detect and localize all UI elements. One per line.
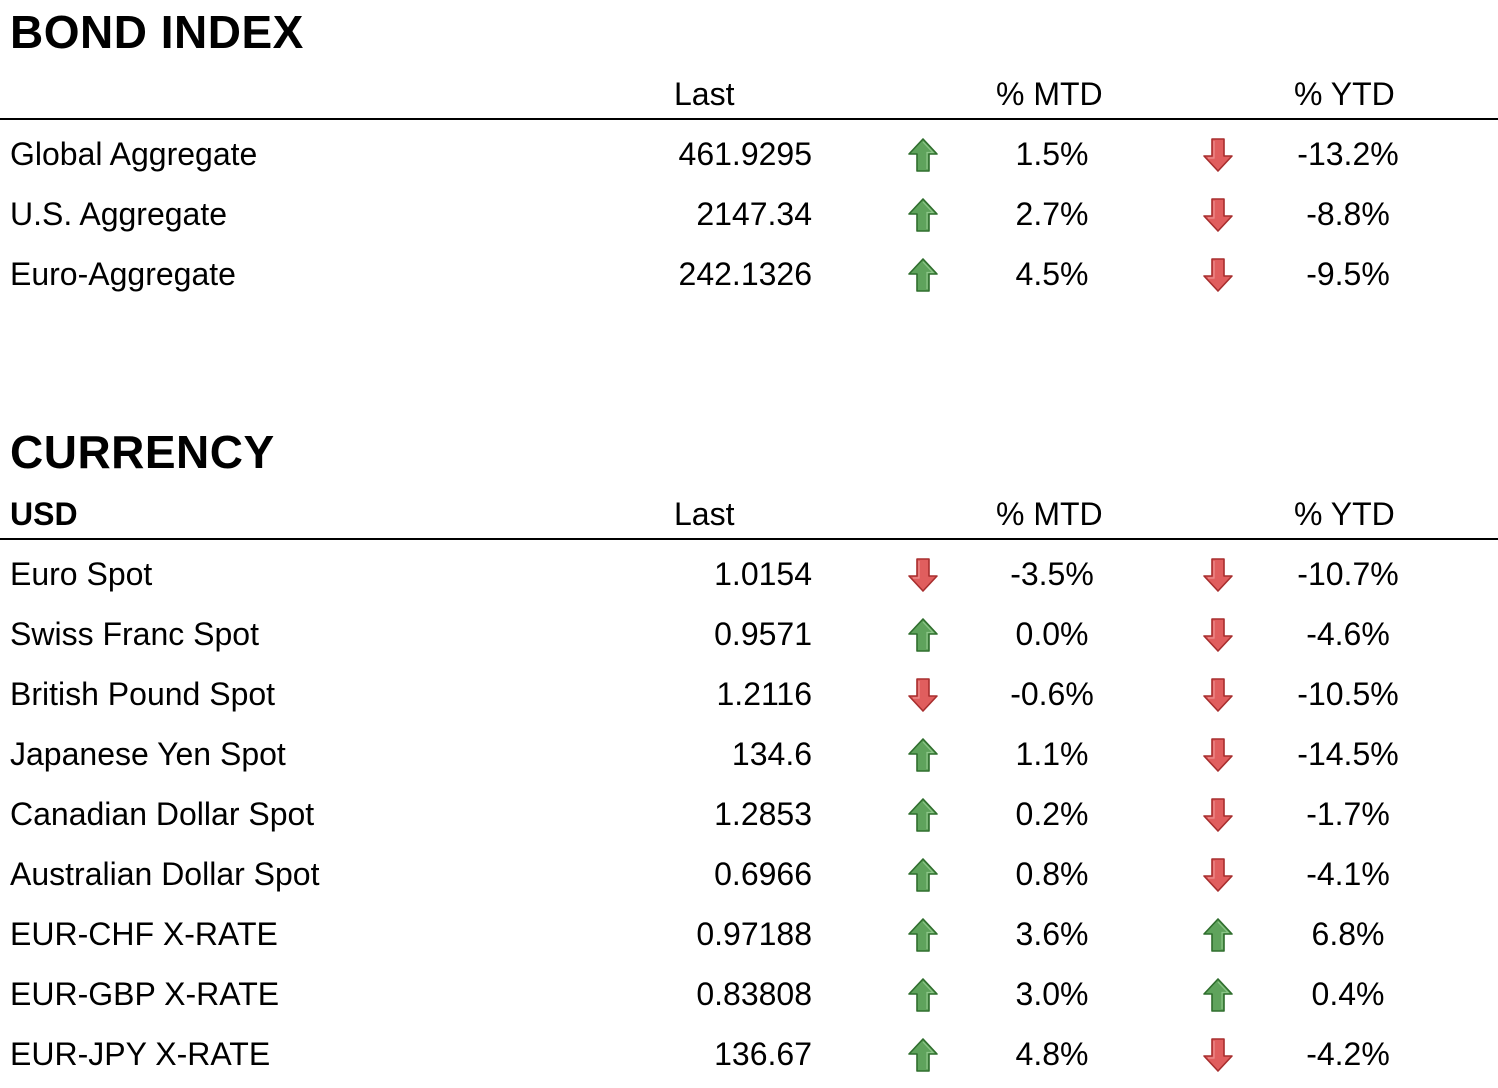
row-name: U.S. Aggregate	[10, 196, 228, 232]
row-ytd-value: -10.7%	[1297, 556, 1399, 592]
down-arrow-icon	[1202, 1037, 1234, 1073]
bond-index-header-ytd: % YTD	[1294, 76, 1395, 112]
up-arrow-icon	[907, 617, 939, 653]
currency-title: CURRENCY	[10, 426, 275, 478]
row-mtd-value: 0.0%	[1015, 616, 1089, 652]
up-arrow-icon	[907, 857, 939, 893]
row-mtd-value: 3.6%	[1015, 916, 1089, 952]
row-name: EUR-GBP X-RATE	[10, 976, 280, 1012]
row-mtd-value: -0.6%	[1010, 676, 1094, 712]
down-arrow-icon	[1202, 857, 1234, 893]
row-name: Swiss Franc Spot	[10, 616, 259, 652]
table-row: Australian Dollar Spot 0.6966 0.8% -4.1%	[0, 844, 1498, 904]
row-name: EUR-CHF X-RATE	[10, 916, 278, 952]
bond-index-header-mtd: % MTD	[996, 76, 1103, 112]
row-ytd-value: -1.7%	[1306, 796, 1390, 832]
down-arrow-icon	[1202, 737, 1234, 773]
row-mtd-value: 4.8%	[1015, 1036, 1089, 1072]
up-arrow-icon	[907, 797, 939, 833]
row-ytd-value: -10.5%	[1297, 676, 1399, 712]
down-arrow-icon	[1202, 557, 1234, 593]
up-arrow-icon	[907, 1037, 939, 1073]
table-row: EUR-JPY X-RATE 136.67 4.8% -4.2%	[0, 1024, 1498, 1084]
row-last-value: 2147.34	[696, 196, 812, 232]
currency-header-row: USD Last % MTD % YTD	[0, 496, 1498, 540]
up-arrow-icon	[907, 197, 939, 233]
row-last-value: 136.67	[714, 1036, 812, 1072]
currency-header-last: Last	[674, 496, 735, 532]
up-arrow-icon	[907, 737, 939, 773]
row-mtd-value: 2.7%	[1015, 196, 1089, 232]
table-row: British Pound Spot 1.2116 -0.6% -10.5%	[0, 664, 1498, 724]
currency-header-ytd: % YTD	[1294, 496, 1395, 532]
table-row: Canadian Dollar Spot 1.2853 0.2% -1.7%	[0, 784, 1498, 844]
row-name: EUR-JPY X-RATE	[10, 1036, 271, 1072]
row-mtd-value: 3.0%	[1015, 976, 1089, 1012]
table-row: EUR-CHF X-RATE 0.97188 3.6% 6.8%	[0, 904, 1498, 964]
table-row: U.S. Aggregate 2147.34 2.7% -8.8%	[0, 184, 1498, 244]
down-arrow-icon	[1202, 137, 1234, 173]
row-ytd-value: -9.5%	[1306, 256, 1390, 292]
row-ytd-value: 6.8%	[1311, 916, 1385, 952]
down-arrow-icon	[907, 677, 939, 713]
up-arrow-icon	[907, 917, 939, 953]
row-last-value: 461.9295	[678, 136, 812, 172]
up-arrow-icon	[1202, 917, 1234, 953]
down-arrow-icon	[907, 557, 939, 593]
row-name: Global Aggregate	[10, 136, 258, 172]
table-row: EUR-GBP X-RATE 0.83808 3.0% 0.4%	[0, 964, 1498, 1024]
row-last-value: 134.6	[731, 736, 812, 772]
row-last-value: 0.6966	[714, 856, 812, 892]
table-row: Japanese Yen Spot 134.6 1.1% -14.5%	[0, 724, 1498, 784]
down-arrow-icon	[1202, 677, 1234, 713]
down-arrow-icon	[1202, 617, 1234, 653]
row-last-value: 242.1326	[678, 256, 812, 292]
row-ytd-value: -8.8%	[1306, 196, 1390, 232]
row-name: British Pound Spot	[10, 676, 276, 712]
table-row: Global Aggregate 461.9295 1.5% -13.2%	[0, 124, 1498, 184]
up-arrow-icon	[907, 257, 939, 293]
row-name: Euro-Aggregate	[10, 256, 236, 292]
table-row: Euro Spot 1.0154 -3.5% -10.7%	[0, 544, 1498, 604]
row-name: Canadian Dollar Spot	[10, 796, 315, 832]
row-last-value: 0.97188	[696, 916, 812, 952]
row-mtd-value: 0.8%	[1015, 856, 1089, 892]
up-arrow-icon	[907, 977, 939, 1013]
row-ytd-value: -14.5%	[1297, 736, 1399, 772]
row-last-value: 1.2116	[716, 676, 813, 712]
row-ytd-value: -4.6%	[1306, 616, 1390, 652]
row-ytd-value: -4.2%	[1306, 1036, 1390, 1072]
row-mtd-value: -3.5%	[1010, 556, 1094, 592]
row-last-value: 1.2853	[714, 796, 812, 832]
row-ytd-value: 0.4%	[1311, 976, 1385, 1012]
table-row: Euro-Aggregate 242.1326 4.5% -9.5%	[0, 244, 1498, 304]
down-arrow-icon	[1202, 797, 1234, 833]
row-mtd-value: 4.5%	[1015, 256, 1089, 292]
table-row: Swiss Franc Spot 0.9571 0.0% -4.6%	[0, 604, 1498, 664]
row-ytd-value: -4.1%	[1306, 856, 1390, 892]
row-ytd-value: -13.2%	[1297, 136, 1399, 172]
bond-index-header-row: Last % MTD % YTD	[0, 76, 1498, 120]
row-name: Australian Dollar Spot	[10, 856, 320, 892]
currency-header-mtd: % MTD	[996, 496, 1103, 532]
row-last-value: 0.9571	[714, 616, 812, 652]
row-mtd-value: 0.2%	[1015, 796, 1089, 832]
bond-index-section: BOND INDEX Last % MTD % YTD Global Aggre…	[0, 0, 1498, 320]
row-last-value: 1.0154	[714, 556, 812, 592]
row-mtd-value: 1.5%	[1015, 136, 1089, 172]
bond-index-header-last: Last	[674, 76, 735, 112]
currency-header-name: USD	[10, 496, 78, 532]
down-arrow-icon	[1202, 197, 1234, 233]
down-arrow-icon	[1202, 257, 1234, 293]
row-mtd-value: 1.1%	[1015, 736, 1089, 772]
row-name: Japanese Yen Spot	[10, 736, 286, 772]
up-arrow-icon	[1202, 977, 1234, 1013]
up-arrow-icon	[907, 137, 939, 173]
row-last-value: 0.83808	[696, 976, 812, 1012]
bond-index-title: BOND INDEX	[10, 6, 304, 58]
row-name: Euro Spot	[10, 556, 153, 592]
